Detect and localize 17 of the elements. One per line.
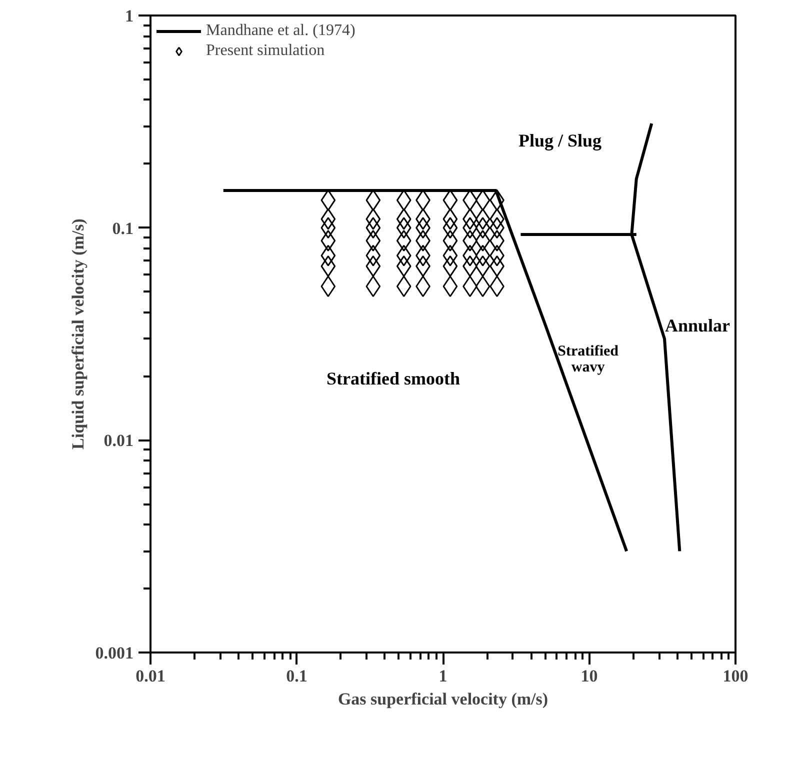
annotation: Annular — [664, 316, 730, 336]
legend-label: Mandhane et al. (1974) — [206, 22, 356, 40]
x-tick-label: 0.01 — [136, 666, 166, 686]
x-tick-label: 1 — [438, 666, 448, 686]
x-tick-label: 10 — [580, 666, 598, 686]
x-axis-title: Gas superficial velocity (m/s) — [338, 690, 548, 708]
annotation: Stratified wavy — [558, 343, 620, 376]
y-tick-label: 1 — [125, 6, 134, 26]
x-tick-label: 0.1 — [286, 666, 308, 686]
y-tick-label: 0.1 — [112, 218, 134, 238]
y-tick-label: 0.01 — [104, 431, 134, 450]
x-tick-label: 100 — [722, 666, 748, 686]
annotation: Stratified smooth — [326, 368, 460, 389]
annotation: Plug / Slug — [518, 130, 602, 150]
legend-label: Present simulation — [206, 42, 325, 60]
y-axis-title: Liquid superficial velocity (m/s) — [68, 218, 88, 450]
y-tick-label: 0.001 — [95, 644, 134, 662]
